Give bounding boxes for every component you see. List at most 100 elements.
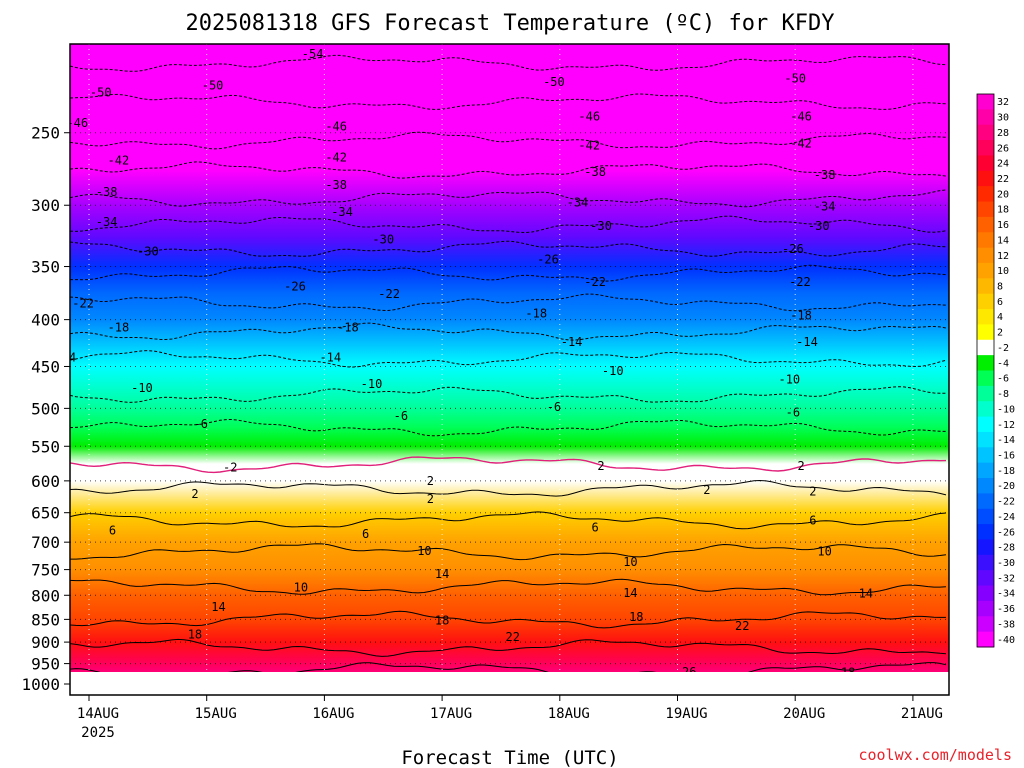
contour-label: -30 — [590, 219, 612, 233]
contour-label: -50 — [784, 71, 806, 85]
isotherm-line — [70, 93, 947, 111]
credit-link[interactable]: coolwx.com/models — [858, 746, 1012, 764]
contour-label: -38 — [814, 168, 836, 182]
colorbar-label: -4 — [997, 358, 1009, 369]
contour-label: -2 — [223, 460, 237, 474]
colorbar-swatch — [977, 94, 994, 110]
colorbar-swatch — [977, 262, 994, 279]
isotherm-line — [70, 54, 947, 72]
colorbar-swatch — [977, 247, 994, 264]
contour-label: 26 — [682, 665, 696, 679]
contour-label: 10 — [294, 581, 308, 595]
colorbar-swatch — [977, 109, 994, 126]
colorbar-swatch — [977, 431, 994, 448]
y-tick-label: 700 — [31, 533, 60, 552]
colorbar-swatch — [977, 600, 994, 617]
contour-label: -30 — [372, 233, 394, 247]
colorbar-label: -22 — [997, 497, 1015, 508]
colorbar-swatch — [977, 309, 994, 325]
contour-label: 18 — [188, 628, 202, 642]
colorbar-swatch — [977, 339, 994, 356]
contour-label: 10 — [623, 555, 637, 569]
colorbar-swatch — [977, 554, 994, 571]
contour-labels: -54 -50 -50 -50 -50 -46 -46 -46 -46 -42 -42 -42 -42 -… — [70, 47, 873, 680]
y-tick-label: 800 — [31, 586, 60, 605]
contour-label: 18 — [629, 610, 643, 624]
isotherm-line — [70, 543, 947, 561]
contour-label: 14 — [435, 567, 449, 581]
isotherm-line — [70, 610, 946, 629]
colorbar-label: -30 — [997, 558, 1015, 569]
colorbar-swatch — [977, 216, 994, 233]
contour-label: -10 — [602, 364, 624, 378]
contour-label: -34 — [96, 215, 118, 229]
contour-label: -14 — [796, 335, 818, 349]
colorbar-label: -26 — [997, 527, 1015, 538]
contour-label: 2 — [797, 459, 804, 473]
plot-frame — [69, 43, 950, 696]
contour-label: -6 — [547, 400, 561, 414]
contour-label: 14 — [623, 586, 637, 600]
contour-label: -50 — [90, 86, 112, 100]
colorbar-label: 20 — [997, 189, 1009, 200]
colorbar-swatch — [977, 539, 994, 556]
colorbar-label: -32 — [997, 573, 1015, 584]
colorbar-swatch — [977, 462, 994, 479]
contour-label: -38 — [584, 165, 606, 179]
colorbar-swatch — [977, 631, 994, 648]
contour-label: 14 — [211, 600, 225, 614]
contour-label: -26 — [537, 253, 559, 267]
colorbar-label: -40 — [997, 635, 1015, 646]
contour-label: -6 — [194, 417, 208, 431]
y-tick-label: 250 — [31, 124, 60, 143]
isotherm-line — [70, 131, 947, 150]
colorbar-swatch — [977, 570, 994, 587]
y-tick-label: 750 — [31, 561, 60, 580]
contour-label: 2 — [427, 474, 434, 488]
colorbar-label: -14 — [997, 435, 1015, 446]
contour-label: 10 — [817, 545, 831, 559]
x-axis: 14AUG 2025 15AUG 16AUG 17AUG 18AUG 19AUG 20AUG 2… — [77, 695, 943, 741]
y-tick-label: 300 — [31, 196, 60, 215]
colorbar-label: -38 — [997, 619, 1015, 630]
colorbar-swatch — [977, 416, 994, 433]
isotherm-line — [70, 479, 947, 497]
y-tick-label: 600 — [31, 472, 60, 491]
y-tick-label: 500 — [31, 399, 60, 418]
contour-label: 2 — [809, 484, 816, 498]
colorbar-swatch — [977, 170, 994, 187]
x-tick-label: 18AUG — [548, 706, 590, 722]
contour-label: 2 — [597, 459, 604, 473]
colorbar-label: -16 — [997, 450, 1015, 461]
colorbar-swatch — [977, 585, 994, 602]
temperature-field — [70, 44, 949, 672]
contour-label: -18 — [525, 307, 547, 321]
colorbar-swatch — [977, 232, 994, 249]
contour-label: 18 — [841, 666, 855, 680]
contour-label: -22 — [789, 275, 811, 289]
contour-label: 18 — [435, 613, 449, 627]
colorbar-label: -10 — [997, 404, 1015, 415]
colorbar-label: 12 — [997, 251, 1009, 262]
x-axis-label: Forecast Time (UTC) — [401, 747, 618, 768]
y-tick-label: 650 — [31, 504, 60, 523]
isotherm-line — [70, 662, 947, 672]
y-axis: 250 300 350 400 450 500 550 600 650 700 750 800 850 9… — [21, 124, 70, 694]
colorbar-label: 18 — [997, 205, 1009, 216]
y-tick-label: 850 — [31, 610, 60, 629]
contour-label: -14 — [319, 351, 341, 365]
isotherm-line — [70, 322, 947, 341]
contour-label: -26 — [782, 242, 804, 256]
x-tick-sublabel: 2025 — [81, 725, 115, 741]
isotherm-line — [70, 240, 947, 257]
y-tick-label: 350 — [31, 258, 60, 277]
contour-label: -34 — [814, 200, 836, 214]
colorbar-swatch — [977, 401, 994, 418]
chart-title: 2025081318 GFS Forecast Temperature (ºC)… — [185, 11, 834, 36]
colorbar-swatch — [977, 385, 994, 402]
colorbar-swatch — [977, 324, 994, 341]
colorbar-label: -34 — [997, 589, 1015, 600]
contour-label: 14 — [859, 586, 873, 600]
colorbar-swatch — [977, 493, 994, 510]
